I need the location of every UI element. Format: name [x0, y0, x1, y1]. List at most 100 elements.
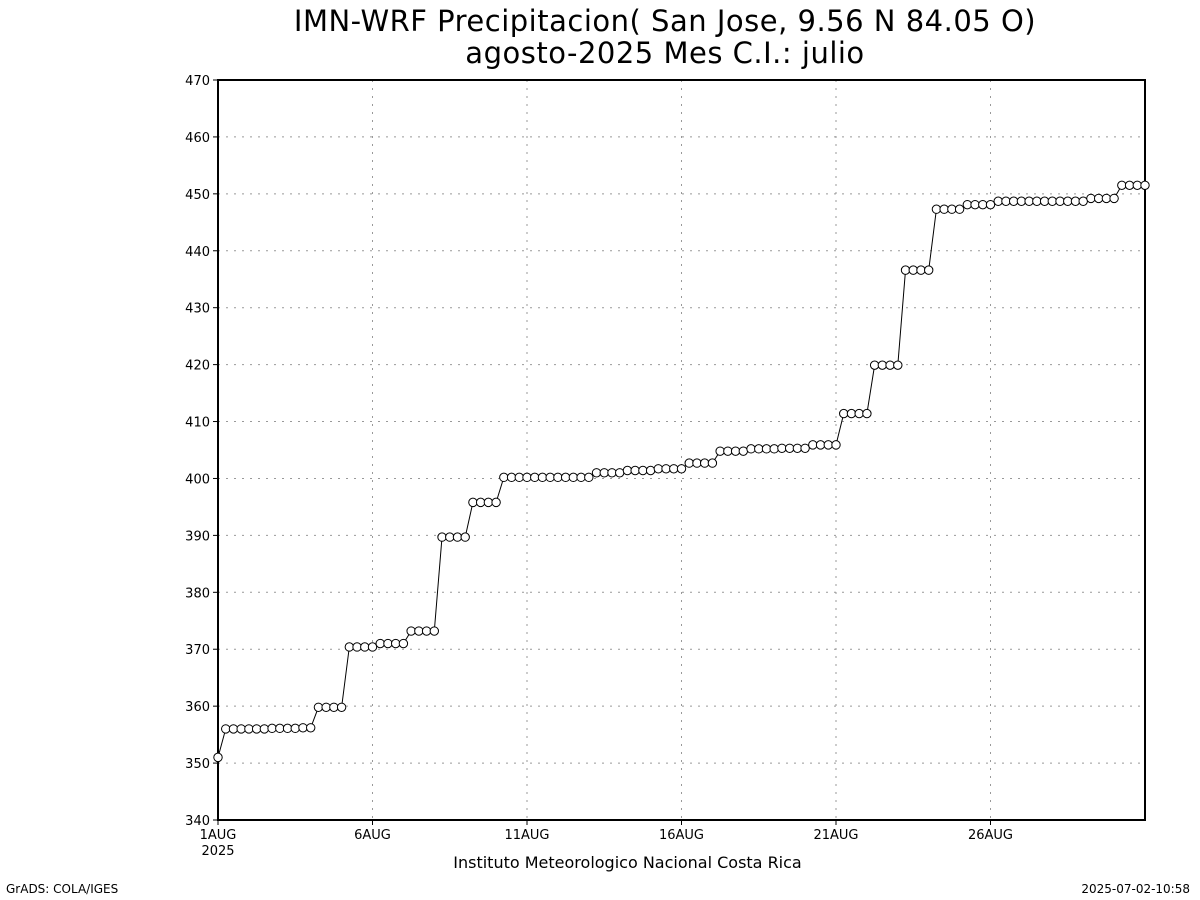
data-point — [1124, 180, 1135, 191]
data-point — [846, 408, 857, 419]
x-tick-label: 26AUG — [968, 828, 1013, 843]
data-point — [630, 465, 640, 476]
data-point — [445, 532, 455, 542]
data-point — [715, 446, 725, 456]
data-point — [460, 532, 470, 542]
data-point — [367, 642, 378, 652]
data-point — [622, 465, 633, 476]
data-point — [730, 446, 741, 456]
data-point — [437, 532, 447, 542]
y-tick-label: 380 — [185, 586, 210, 601]
data-point — [221, 724, 231, 734]
data-point — [599, 468, 609, 478]
data-point — [939, 204, 949, 214]
grads-credit: GrADS: COLA/IGES — [6, 882, 119, 896]
data-point — [298, 723, 308, 733]
data-point — [282, 723, 293, 734]
data-point — [545, 472, 555, 483]
data-point — [638, 465, 648, 476]
data-point — [645, 465, 656, 476]
data-point — [1140, 180, 1150, 191]
data-point — [290, 723, 300, 734]
data-point — [823, 440, 833, 450]
data-point — [754, 444, 764, 454]
data-point — [522, 472, 532, 483]
data-point — [1117, 180, 1127, 191]
data-point — [352, 642, 362, 652]
y-tick-label: 360 — [185, 700, 210, 715]
x-tick-label: 6AUG — [354, 828, 391, 843]
data-point — [360, 642, 370, 652]
y-tick-label: 430 — [185, 302, 210, 317]
y-tick-label: 420 — [185, 359, 210, 374]
data-point — [900, 265, 911, 275]
data-point — [985, 199, 996, 210]
data-point — [1101, 193, 1112, 204]
data-point — [1008, 196, 1019, 206]
data-point — [885, 360, 895, 370]
data-point — [452, 532, 463, 542]
data-point — [970, 199, 980, 210]
data-point — [530, 472, 540, 483]
data-point — [576, 472, 586, 483]
data-point — [236, 724, 246, 734]
data-point — [1063, 196, 1073, 206]
data-point — [761, 444, 772, 454]
data-point — [723, 446, 733, 456]
x-tick-label: 21AUG — [813, 828, 858, 843]
x-tick-sublabel: 2025 — [201, 844, 234, 859]
data-point — [1070, 196, 1081, 206]
data-point — [653, 464, 664, 474]
data-point — [499, 472, 509, 483]
data-point — [251, 724, 262, 734]
plot-frame — [217, 79, 1146, 821]
data-point — [800, 443, 810, 453]
data-point — [514, 472, 524, 483]
data-point — [1024, 196, 1034, 206]
data-point — [738, 446, 748, 456]
data-point — [1055, 196, 1065, 206]
x-tick-label: 1AUG — [200, 828, 237, 843]
y-tick-label: 400 — [185, 472, 210, 487]
data-point — [815, 440, 826, 450]
data-point — [259, 724, 270, 734]
data-point — [692, 458, 702, 468]
y-tick-label: 390 — [185, 529, 210, 544]
y-tick-label: 470 — [185, 74, 210, 89]
data-point — [954, 204, 965, 214]
data-point — [506, 472, 517, 483]
data-point — [777, 443, 787, 453]
data-point — [684, 458, 694, 468]
chart-subtitle: agosto-2025 Mes C.I.: julio — [465, 36, 865, 70]
data-point — [924, 265, 934, 275]
y-tick-label: 350 — [185, 757, 210, 772]
data-point — [769, 444, 779, 454]
data-point — [306, 723, 316, 733]
data-point — [1016, 196, 1027, 206]
data-point — [784, 443, 795, 453]
data-point — [213, 752, 223, 763]
data-point — [916, 265, 926, 275]
data-point — [568, 472, 579, 483]
chart-title: IMN-WRF Precipitacion( San Jose, 9.56 N … — [293, 4, 1037, 38]
data-point — [491, 497, 501, 508]
data-point — [699, 458, 710, 468]
data-point — [406, 626, 416, 636]
data-point — [792, 443, 803, 453]
data-point — [931, 204, 942, 214]
data-point — [375, 638, 385, 649]
data-point — [839, 408, 849, 419]
data-point — [1086, 193, 1096, 204]
x-tick-label: 16AUG — [659, 828, 704, 843]
data-point — [1039, 196, 1050, 206]
timestamp: 2025-07-02-10:58 — [1081, 882, 1190, 896]
data-point — [1032, 196, 1042, 206]
data-point — [993, 196, 1003, 206]
data-point — [1001, 196, 1011, 206]
data-point — [267, 723, 277, 734]
data-point — [869, 360, 880, 370]
data-point — [669, 464, 679, 474]
data-point — [862, 408, 872, 419]
data-point — [313, 702, 324, 712]
